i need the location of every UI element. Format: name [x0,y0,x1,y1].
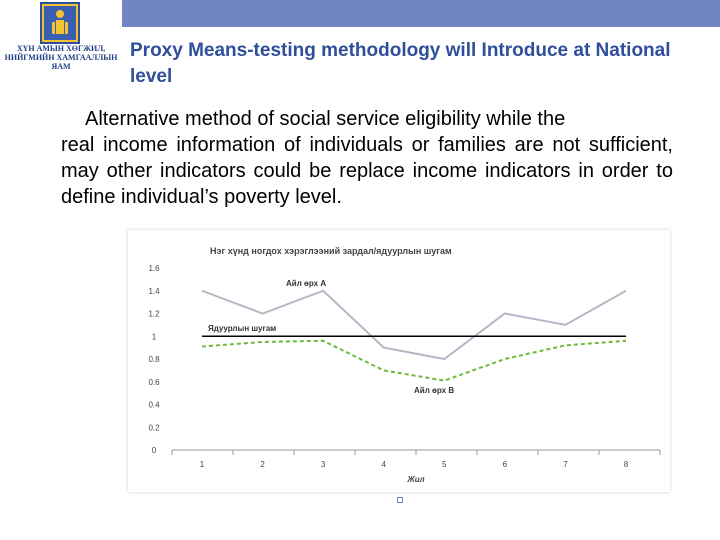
y-tick-label: 1 [152,332,157,341]
x-axis-label: Жил [406,475,424,484]
chart-frame: Нэг хүнд ногдох хэрэглээний зардал/ядуур… [128,230,670,492]
y-tick-label: 0.8 [148,355,160,364]
series-line-1 [201,289,627,361]
slide-title: Proxy Means-testing methodology will Int… [130,40,671,87]
x-tick-label: 1 [200,460,205,469]
x-tick-label: 4 [381,460,386,469]
series-label-poverty-line: Ядуурлын шугам [208,324,276,333]
body-line-1: Alternative method of social service eli… [85,108,566,130]
y-tick-label: 0.2 [148,423,160,432]
x-tick-label: 5 [442,460,447,469]
y-tick-label: 0 [152,446,157,455]
x-tick-label: 2 [260,460,265,469]
ministry-emblem-icon [40,2,80,44]
y-tick-label: 0.6 [148,378,160,387]
body-paragraph: Alternative method of social service eli… [61,106,673,210]
body-line-2: real income information of individuals o… [61,134,673,208]
ministry-name-line2: НИЙГМИЙН ХАМГААЛЛЫН ЯАМ [4,53,118,71]
ministry-name: ХҮН АМЫН ХӨГЖИЛ, НИЙГМИЙН ХАМГААЛЛЫН ЯАМ [0,44,122,71]
x-tick-label: 8 [624,460,629,469]
header-bar [122,0,720,27]
x-tick-label: 3 [321,460,326,469]
series-label-a: Айл өрх А [286,279,326,288]
y-tick-label: 1.2 [148,310,160,319]
y-tick-label: 1.6 [148,264,160,273]
y-tick-label: 1.4 [148,287,160,296]
slide-marker-icon [397,497,403,503]
x-tick-label: 7 [563,460,568,469]
line-chart: Нэг хүнд ногдох хэрэглээний зардал/ядуур… [148,246,661,484]
series-line-3 [201,339,627,382]
series-label-b: Айл өрх В [414,386,454,395]
y-tick-label: 0.4 [148,401,160,410]
x-tick-label: 6 [503,460,508,469]
plot-area [172,248,660,450]
chart-title: Нэг хүнд ногдох хэрэглээний зардал/ядуур… [210,246,452,256]
ministry-name-line1: ХҮН АМЫН ХӨГЖИЛ, [16,44,106,53]
